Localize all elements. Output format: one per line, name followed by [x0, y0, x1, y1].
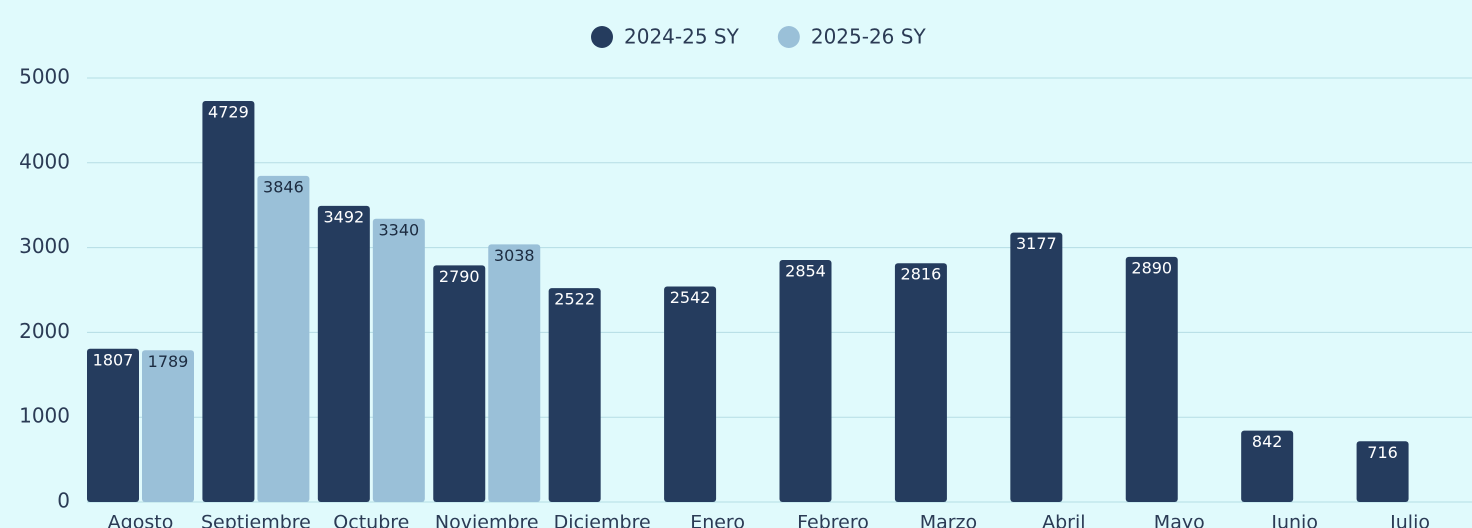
data-label: 2854 — [785, 261, 826, 280]
data-label: 842 — [1252, 432, 1283, 451]
x-tick-label: Julio — [1389, 512, 1430, 528]
bar — [894, 263, 947, 502]
x-tick-label: Diciembre — [554, 512, 651, 528]
data-label: 2890 — [1131, 258, 1172, 277]
data-label: 3492 — [323, 207, 364, 226]
x-tick-label: Enero — [690, 512, 745, 528]
legend-label: 2025-26 SY — [811, 25, 927, 49]
bar — [1356, 441, 1409, 502]
bar — [202, 100, 255, 502]
bar — [1010, 232, 1063, 502]
y-tick-label: 2000 — [19, 319, 70, 343]
y-tick-label: 5000 — [19, 65, 70, 89]
legend-label: 2024-25 SY — [624, 25, 740, 49]
y-tick-label: 4000 — [19, 149, 70, 173]
data-label: 3846 — [263, 177, 304, 196]
x-tick-label: Mayo — [1154, 512, 1205, 528]
bar — [142, 350, 194, 502]
bar — [317, 205, 370, 502]
x-tick-label: Junio — [1270, 512, 1318, 528]
x-tick-label: Septiembre — [201, 512, 311, 528]
x-tick-label: Octubre — [333, 512, 409, 528]
data-label: 2542 — [670, 288, 711, 307]
data-label: 3177 — [1016, 234, 1057, 253]
bar — [87, 348, 139, 502]
bar — [1125, 256, 1178, 502]
bar — [433, 265, 486, 502]
data-label: 3038 — [494, 246, 535, 265]
data-label: 2816 — [901, 265, 942, 284]
x-tick-label: Febrero — [797, 512, 869, 528]
bar — [372, 218, 425, 502]
bar — [548, 288, 601, 502]
data-label: 1807 — [93, 350, 134, 369]
y-tick-label: 0 — [57, 489, 70, 513]
legend-swatch — [591, 26, 613, 48]
x-tick-label: Abril — [1042, 512, 1085, 528]
x-tick-label: Noviembre — [435, 512, 539, 528]
bar — [257, 175, 310, 503]
data-label: 2790 — [439, 267, 480, 286]
data-label: 4729 — [208, 102, 249, 121]
bar — [488, 244, 541, 502]
data-label: 716 — [1367, 443, 1398, 462]
data-label: 3340 — [378, 220, 419, 239]
x-tick-label: Agosto — [108, 512, 174, 528]
y-tick-label: 3000 — [19, 234, 70, 258]
data-label: 1789 — [148, 352, 189, 371]
y-tick-label: 1000 — [19, 404, 70, 428]
bar — [1241, 430, 1294, 502]
data-label: 2522 — [554, 290, 595, 309]
bar — [779, 259, 832, 502]
legend-swatch — [777, 26, 800, 48]
bar — [664, 286, 717, 502]
x-tick-label: Marzo — [920, 512, 977, 528]
